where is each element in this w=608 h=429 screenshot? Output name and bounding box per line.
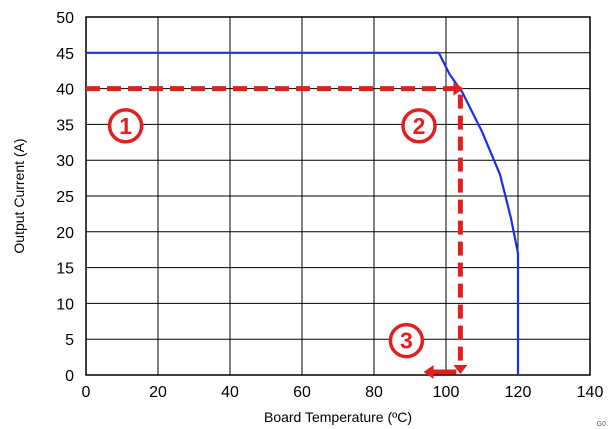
corner-code-label: G0 — [597, 421, 606, 428]
derating-annotation: 1 2 3 — [86, 81, 468, 379]
derating-curve — [86, 51, 520, 375]
step-marker-1: 1 — [107, 108, 144, 144]
step-marker-label: 1 — [119, 113, 132, 139]
step-marker-2: 2 — [401, 108, 437, 144]
step-marker-label: 2 — [413, 113, 426, 139]
y-axis-title: Output Current (A) — [11, 138, 27, 253]
temperature-readout-arrowhead — [423, 365, 434, 379]
step-marker-3: 3 — [388, 322, 425, 359]
x-tick-label: 0 — [82, 384, 91, 401]
plot-border — [85, 16, 591, 376]
x-tick-label: 120 — [505, 384, 532, 401]
step-marker-circle — [401, 108, 437, 144]
y-tick-label: 0 — [65, 368, 74, 385]
x-tick-label: 100 — [433, 384, 460, 401]
y-tick-label: 30 — [56, 153, 74, 170]
x-tick-label: 40 — [221, 384, 239, 401]
y-tick-label: 20 — [56, 225, 74, 242]
y-tick-label: 25 — [56, 189, 74, 206]
grid-lines — [85, 16, 591, 376]
y-tick-label: 45 — [56, 46, 74, 63]
y-tick-label: 50 — [56, 10, 74, 27]
y-tick-label: 5 — [65, 332, 74, 349]
current-guide-arrowhead — [453, 81, 464, 96]
x-tick-label: 60 — [293, 384, 311, 401]
x-tick-label: 80 — [365, 384, 383, 401]
x-tick-label: 140 — [577, 384, 604, 401]
series-lines — [86, 51, 520, 375]
temperature-guide-arrowhead — [453, 365, 468, 374]
y-tick-label: 10 — [56, 296, 74, 313]
x-tick-label: 20 — [149, 384, 167, 401]
y-tick-label: 40 — [56, 82, 74, 99]
tick-labels: 0 20 40 60 80 100 120 140 0 5 10 15 20 25 30 35 40 45 50 — [56, 10, 603, 401]
step-marker-label: 3 — [400, 328, 413, 354]
step-marker-circle — [107, 108, 144, 144]
y-tick-label: 15 — [56, 261, 74, 278]
y-tick-label: 35 — [56, 117, 74, 134]
x-axis-title: Board Temperature (ºC) — [264, 409, 412, 425]
step-marker-circle — [388, 322, 425, 359]
